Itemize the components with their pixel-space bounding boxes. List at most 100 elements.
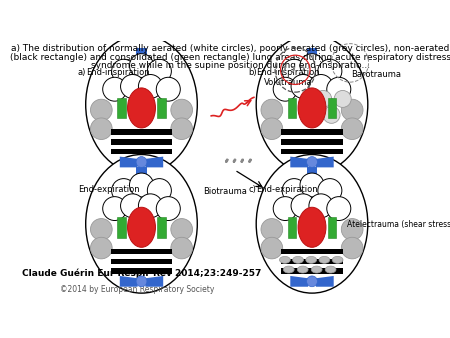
Circle shape xyxy=(171,219,193,240)
Circle shape xyxy=(291,74,315,98)
Text: c): c) xyxy=(248,185,256,194)
Circle shape xyxy=(334,91,351,107)
Ellipse shape xyxy=(256,35,368,174)
Ellipse shape xyxy=(86,35,197,174)
Bar xyxy=(328,217,336,238)
Text: ©2014 by European Respiratory Society: ©2014 by European Respiratory Society xyxy=(60,285,215,294)
Circle shape xyxy=(156,197,180,220)
Circle shape xyxy=(327,197,351,220)
Text: End-expiration: End-expiration xyxy=(256,185,318,194)
Ellipse shape xyxy=(127,207,155,247)
Circle shape xyxy=(90,99,112,121)
Circle shape xyxy=(300,173,324,197)
Circle shape xyxy=(323,106,340,123)
Bar xyxy=(136,48,147,61)
Bar xyxy=(111,139,172,145)
Text: b): b) xyxy=(248,68,257,77)
Bar xyxy=(281,139,343,145)
Circle shape xyxy=(121,194,144,218)
Bar xyxy=(157,98,166,118)
Circle shape xyxy=(171,99,193,121)
Circle shape xyxy=(309,74,333,98)
Bar xyxy=(281,268,343,274)
Text: End-inspiration: End-inspiration xyxy=(256,68,320,77)
Polygon shape xyxy=(145,156,163,167)
Circle shape xyxy=(121,74,144,98)
Polygon shape xyxy=(316,276,334,287)
Text: Biotrauma: Biotrauma xyxy=(203,187,248,196)
Circle shape xyxy=(282,59,306,83)
Circle shape xyxy=(171,237,193,259)
Circle shape xyxy=(130,173,153,197)
Circle shape xyxy=(300,54,324,78)
Text: syndrome while in the supine position during end-inspiratio...: syndrome while in the supine position du… xyxy=(91,62,370,70)
Circle shape xyxy=(130,54,153,78)
Polygon shape xyxy=(120,276,138,287)
Circle shape xyxy=(309,194,333,218)
Circle shape xyxy=(112,59,135,83)
Bar xyxy=(111,249,172,254)
Circle shape xyxy=(261,99,283,121)
Circle shape xyxy=(261,219,283,240)
Circle shape xyxy=(139,194,162,218)
Text: a) The distribution of normally aerated (white circles), poorly aerated (grey ci: a) The distribution of normally aerated … xyxy=(11,44,450,53)
Bar xyxy=(136,167,147,180)
Ellipse shape xyxy=(256,154,368,293)
Circle shape xyxy=(90,237,112,259)
Text: a): a) xyxy=(78,68,86,77)
Circle shape xyxy=(306,276,317,287)
Bar xyxy=(111,268,172,274)
Ellipse shape xyxy=(292,257,303,263)
Ellipse shape xyxy=(298,88,326,128)
Circle shape xyxy=(171,118,193,140)
Ellipse shape xyxy=(86,154,197,293)
Ellipse shape xyxy=(311,266,322,273)
Polygon shape xyxy=(290,276,308,287)
Bar xyxy=(117,98,126,118)
Ellipse shape xyxy=(127,88,155,128)
Circle shape xyxy=(147,178,171,202)
Circle shape xyxy=(318,59,342,83)
Circle shape xyxy=(315,91,332,107)
Circle shape xyxy=(273,77,297,101)
Bar xyxy=(307,48,317,61)
Circle shape xyxy=(342,99,363,121)
Circle shape xyxy=(306,156,317,167)
Bar xyxy=(281,249,343,254)
Circle shape xyxy=(156,77,180,101)
Text: Claude Guérin Eur Respir Rev 2014;23:249-257: Claude Guérin Eur Respir Rev 2014;23:249… xyxy=(22,268,261,278)
Circle shape xyxy=(136,276,147,287)
Ellipse shape xyxy=(298,207,326,247)
Circle shape xyxy=(291,194,315,218)
Text: Volutrauma: Volutrauma xyxy=(264,77,312,87)
Circle shape xyxy=(342,219,363,240)
Ellipse shape xyxy=(297,266,308,273)
Bar xyxy=(288,217,297,238)
Text: Barotrauma: Barotrauma xyxy=(351,70,401,79)
Bar xyxy=(281,259,343,264)
Text: End-inspiration: End-inspiration xyxy=(86,68,149,77)
Circle shape xyxy=(139,74,162,98)
Circle shape xyxy=(90,219,112,240)
Bar xyxy=(281,149,343,154)
Bar xyxy=(288,98,297,118)
Circle shape xyxy=(261,237,283,259)
Ellipse shape xyxy=(284,266,294,273)
Bar xyxy=(111,149,172,154)
Bar xyxy=(111,129,172,135)
Circle shape xyxy=(261,118,283,140)
Ellipse shape xyxy=(332,257,343,263)
Circle shape xyxy=(318,178,342,202)
Polygon shape xyxy=(290,156,308,167)
Circle shape xyxy=(103,197,127,220)
Circle shape xyxy=(112,178,135,202)
Circle shape xyxy=(342,118,363,140)
Circle shape xyxy=(136,156,147,167)
Circle shape xyxy=(273,197,297,220)
Circle shape xyxy=(327,77,351,101)
Circle shape xyxy=(342,237,363,259)
Polygon shape xyxy=(316,156,334,167)
Bar xyxy=(157,217,166,238)
Ellipse shape xyxy=(279,257,290,263)
Bar xyxy=(307,167,317,180)
